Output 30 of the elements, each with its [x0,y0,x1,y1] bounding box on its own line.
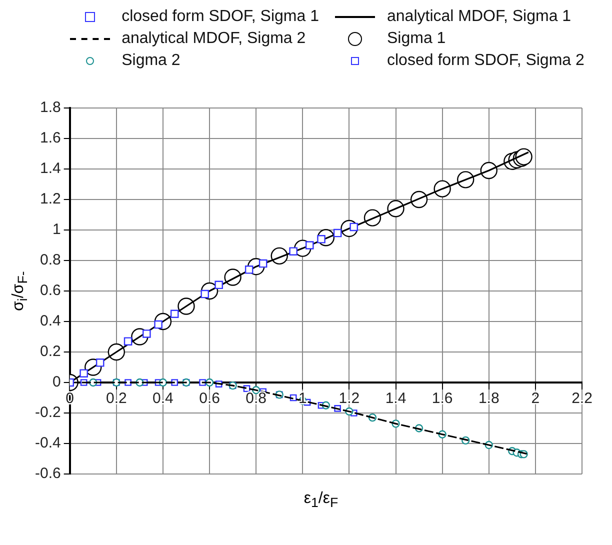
legend-label: Sigma 2 [122,52,180,70]
legend-label: analytical MDOF, Sigma 1 [387,8,572,26]
legend-label: analytical MDOF, Sigma 2 [122,30,306,48]
y-tick-label: 1.8 [40,99,61,116]
y-tick-label: 0.8 [40,252,61,269]
x-tick-label: 1 [298,390,307,408]
y-tick-label: 0.6 [40,282,61,300]
legend-label: Sigma 1 [387,30,446,48]
y-tick-label: -0.6 [34,465,61,482]
x-tick-label: 1.2 [338,390,360,408]
x-tick-label: 0.2 [106,390,127,408]
x-tick-label: 1.6 [432,390,453,408]
x-tick-label: 2.2 [572,390,592,408]
x-tick-label: 0.6 [199,390,220,408]
y-tick-label: 0.2 [40,343,61,360]
y-tick-label: 1.2 [40,190,61,208]
y-tick-label: -0.2 [34,404,61,422]
y-tick-label: 1 [52,221,61,238]
y-tick-label: 1.4 [40,160,61,178]
y-tick-label: 0.4 [40,312,61,330]
y-tick-label: 0 [52,374,61,391]
legend-label: closed form SDOF, Sigma 1 [122,8,319,26]
y-tick-label: 1.6 [40,130,61,147]
y-tick-label: -0.4 [34,434,61,452]
x-tick-label: 0.8 [246,390,267,408]
x-tick-label: 0.4 [152,390,174,408]
x-tick-label: 1.8 [478,390,500,408]
legend-label: closed form SDOF, Sigma 2 [387,52,584,70]
x-tick-label: 2 [531,390,540,408]
x-axis-title: ε$_{1}$/ε$_{F}$ [302,490,340,510]
